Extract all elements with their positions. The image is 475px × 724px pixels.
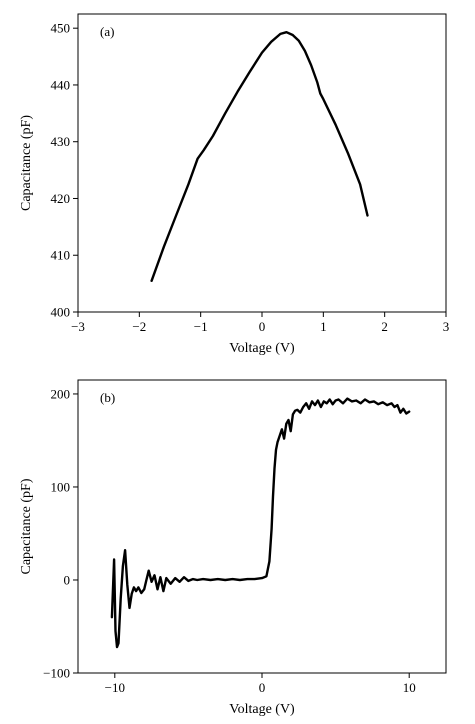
x-tick-label: 10 bbox=[403, 680, 416, 695]
y-tick-label: 410 bbox=[51, 248, 71, 263]
x-axis-label: Voltage (V) bbox=[229, 702, 295, 717]
y-tick-label: 420 bbox=[51, 191, 71, 206]
panel-a: −3 −2 −1 0 1 2 3 400 410 420 430 440 450 Voltage (V) C… bbox=[19, 13, 450, 356]
y-tick-label: −100 bbox=[43, 666, 70, 681]
x-tick-label: 2 bbox=[381, 319, 388, 334]
y-tick-label: 200 bbox=[51, 386, 71, 401]
plot-frame bbox=[77, 379, 447, 674]
x-tick-label: 0 bbox=[259, 319, 266, 334]
series-line-0 bbox=[150, 31, 369, 282]
y-tick-label: 400 bbox=[51, 305, 71, 320]
y-axis-label: Capacitance (pF) bbox=[19, 478, 34, 574]
panel-label: (a) bbox=[100, 24, 114, 39]
y-tick-label: 450 bbox=[51, 21, 71, 36]
y-tick-label: 430 bbox=[51, 134, 71, 149]
x-tick-label: −1 bbox=[194, 319, 208, 334]
x-tick-label: −3 bbox=[71, 319, 85, 334]
x-tick-label: 0 bbox=[259, 680, 266, 695]
x-tick-label: −10 bbox=[105, 680, 125, 695]
series-line-0 bbox=[110, 397, 411, 649]
plot-frame bbox=[77, 13, 447, 313]
y-tick-label: 440 bbox=[51, 77, 71, 92]
y-axis-label: Capacitance (pF) bbox=[19, 115, 34, 211]
x-tick-label: 3 bbox=[443, 319, 450, 334]
y-tick-label: 100 bbox=[51, 479, 71, 494]
x-tick-label: −2 bbox=[132, 319, 146, 334]
panel-label: (b) bbox=[100, 390, 115, 405]
x-tick-label: 1 bbox=[320, 319, 327, 334]
y-tick-label: 0 bbox=[64, 572, 71, 587]
x-axis-label: Voltage (V) bbox=[229, 341, 295, 356]
